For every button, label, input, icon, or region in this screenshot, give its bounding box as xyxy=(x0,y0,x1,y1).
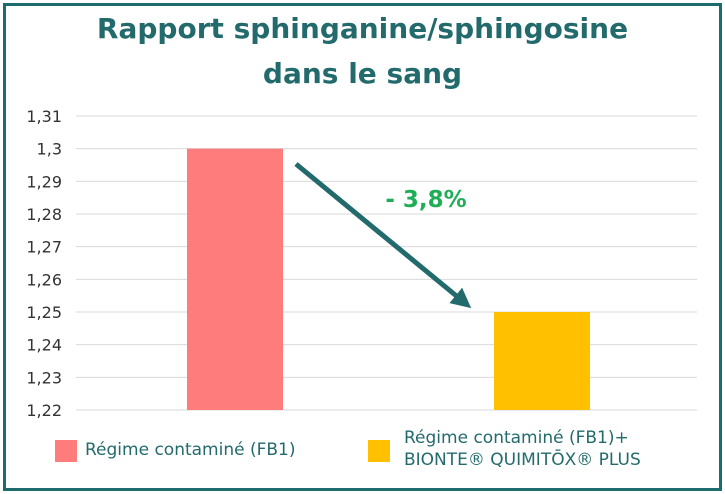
y-tick-label: 1,26 xyxy=(26,270,62,289)
y-tick-label: 1,3 xyxy=(37,140,62,159)
y-tick-label: 1,28 xyxy=(26,205,62,224)
y-tick-label: 1,24 xyxy=(26,336,62,355)
trend-arrow xyxy=(294,162,472,309)
legend-swatch-1 xyxy=(55,440,77,462)
y-tick-label: 1,22 xyxy=(26,401,62,420)
legend-label-1: Régime contaminé (FB1) xyxy=(85,440,296,460)
chart-title-line-1: Rapport sphinganine/sphingosine xyxy=(96,12,629,45)
y-tick-label: 1,25 xyxy=(26,303,62,322)
change-annotation: - 3,8% xyxy=(385,187,466,213)
legend-label-2-line-1: Régime contaminé (FB1)+ xyxy=(404,428,629,448)
y-tick-label: 1,31 xyxy=(26,107,62,126)
bar xyxy=(494,312,590,410)
bar xyxy=(187,148,283,410)
y-tick-label: 1,23 xyxy=(26,368,62,387)
y-tick-label: 1,29 xyxy=(26,172,62,191)
legend-swatch-2 xyxy=(368,440,390,462)
y-tick-label: 1,27 xyxy=(26,238,62,257)
chart-title-line-2: dans le sang xyxy=(262,57,463,90)
legend-label-2-line-2: BIONTE® QUIMITŌX® PLUS xyxy=(404,450,641,470)
